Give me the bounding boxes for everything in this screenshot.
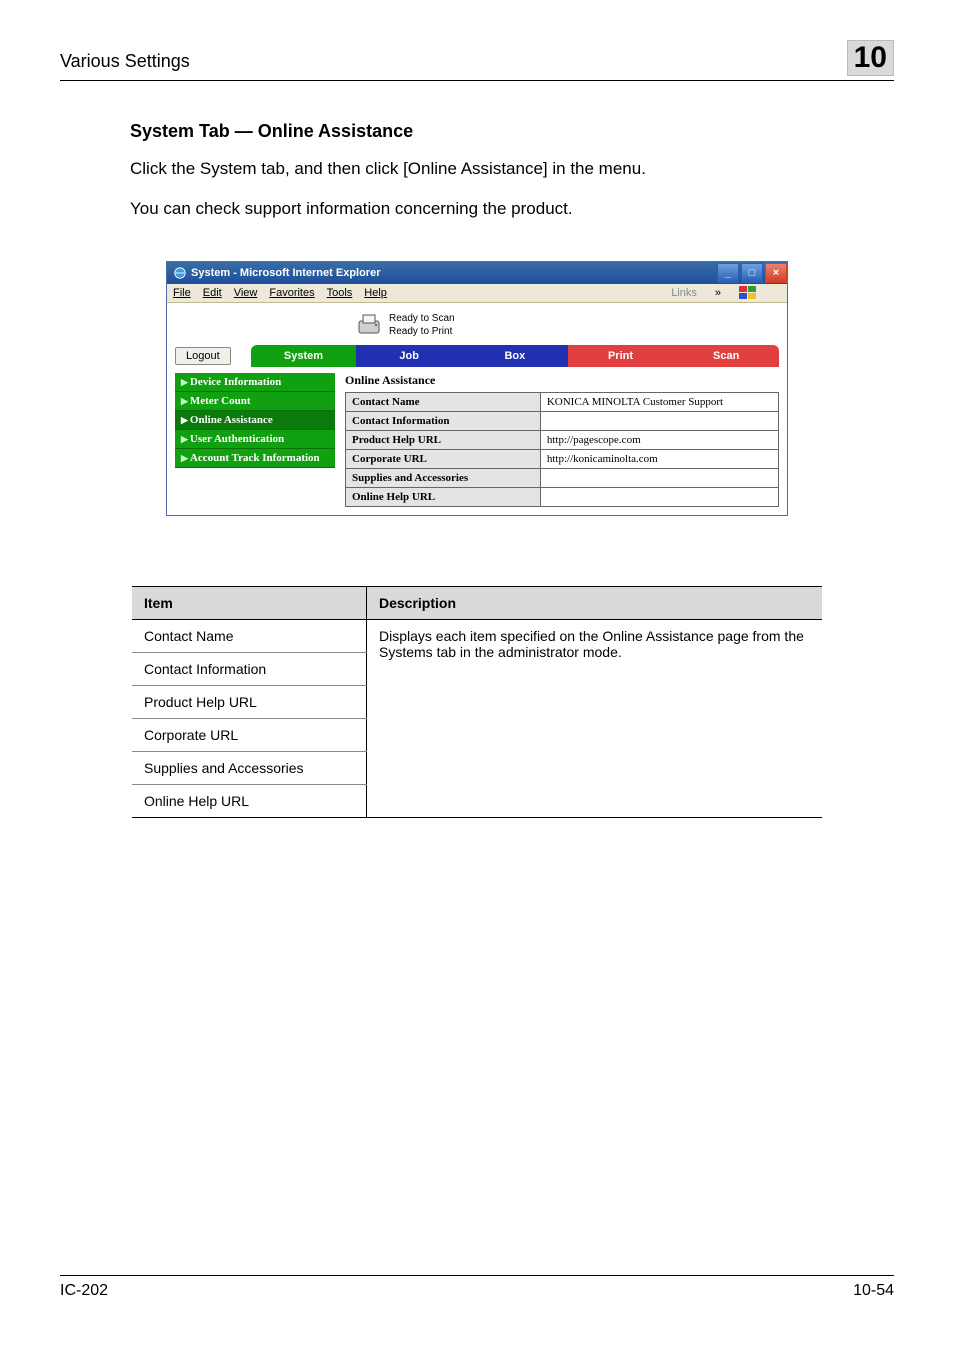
status-ready-scan: Ready to Scan [389, 312, 455, 325]
detail-label: Contact Information [346, 412, 541, 431]
minimize-button[interactable]: _ [717, 263, 739, 283]
ie-logo-icon [173, 266, 187, 280]
detail-row: Product Help URLhttp://pagescope.com [346, 431, 779, 450]
menu-edit[interactable]: Edit [203, 287, 222, 299]
tab-job[interactable]: Job [356, 345, 462, 367]
menu-tools[interactable]: Tools [327, 287, 353, 299]
desc-item: Contact Name [132, 620, 367, 653]
detail-value [540, 469, 778, 488]
windows-flag-icon[interactable] [739, 286, 757, 300]
sidebar-item-user-auth[interactable]: ▶User Authentication [175, 430, 335, 449]
detail-value: http://pagescope.com [540, 431, 778, 450]
desc-item: Corporate URL [132, 719, 367, 752]
breadcrumb: Various Settings [60, 51, 190, 72]
sidebar-item-device-info[interactable]: ▶Device Information [175, 373, 335, 392]
menu-view[interactable]: View [234, 287, 258, 299]
footer-left: IC-202 [60, 1282, 108, 1300]
desc-header-item: Item [132, 587, 367, 620]
desc-description: Displays each item specified on the Onli… [367, 620, 823, 818]
detail-row: Corporate URLhttp://konicaminolta.com [346, 450, 779, 469]
detail-value: http://konicaminolta.com [540, 450, 778, 469]
detail-row: Contact Information [346, 412, 779, 431]
page-header: Various Settings 10 [60, 40, 894, 81]
window-title: System - Microsoft Internet Explorer [191, 267, 715, 279]
detail-value [540, 412, 778, 431]
links-chevron-icon[interactable]: » [715, 287, 721, 299]
links-label: Links [671, 287, 697, 299]
detail-label: Product Help URL [346, 431, 541, 450]
detail-value [540, 488, 778, 507]
printer-icon [355, 311, 383, 339]
status-ready-print: Ready to Print [389, 325, 455, 338]
detail-row: Online Help URL [346, 488, 779, 507]
detail-table: Contact NameKONICA MINOLTA Customer Supp… [345, 392, 779, 507]
tab-scan[interactable]: Scan [673, 345, 779, 367]
menu-file[interactable]: File [173, 287, 191, 299]
detail-label: Contact Name [346, 393, 541, 412]
page-footer: IC-202 10-54 [60, 1275, 894, 1300]
desc-item: Online Help URL [132, 785, 367, 818]
description-table: Item Description Contact Name Displays e… [132, 586, 822, 818]
printer-status: Ready to Scan Ready to Print [355, 311, 779, 339]
desc-item: Product Help URL [132, 686, 367, 719]
detail-row: Contact NameKONICA MINOLTA Customer Supp… [346, 393, 779, 412]
section-title: System Tab — Online Assistance [130, 121, 894, 142]
detail-value: KONICA MINOLTA Customer Support [540, 393, 778, 412]
menu-help[interactable]: Help [364, 287, 387, 299]
section-paragraph-2: You can check support information concer… [130, 196, 894, 222]
sidebar-item-account-track[interactable]: ▶Account Track Information [175, 449, 335, 468]
sidebar-item-online-assistance[interactable]: ▶Online Assistance [175, 411, 335, 430]
desc-header-description: Description [367, 587, 823, 620]
tab-box[interactable]: Box [462, 345, 568, 367]
menu-favorites[interactable]: Favorites [269, 287, 314, 299]
side-menu: ▶Device Information ▶Meter Count ▶Online… [175, 373, 335, 507]
logout-button[interactable]: Logout [175, 347, 231, 365]
chapter-number: 10 [847, 40, 894, 76]
footer-right: 10-54 [853, 1282, 894, 1300]
titlebar: System - Microsoft Internet Explorer _ □… [167, 262, 787, 284]
detail-label: Online Help URL [346, 488, 541, 507]
maximize-button[interactable]: □ [741, 263, 763, 283]
desc-item: Supplies and Accessories [132, 752, 367, 785]
close-button[interactable]: × [765, 263, 787, 283]
ie-window: System - Microsoft Internet Explorer _ □… [166, 261, 788, 516]
detail-title: Online Assistance [345, 373, 779, 388]
detail-label: Corporate URL [346, 450, 541, 469]
tab-print[interactable]: Print [568, 345, 674, 367]
section-paragraph-1: Click the System tab, and then click [On… [130, 156, 894, 182]
detail-label: Supplies and Accessories [346, 469, 541, 488]
sidebar-item-meter-count[interactable]: ▶Meter Count [175, 392, 335, 411]
menubar: File Edit View Favorites Tools Help Link… [167, 284, 787, 303]
tab-system[interactable]: System [251, 345, 357, 367]
desc-item: Contact Information [132, 653, 367, 686]
detail-row: Supplies and Accessories [346, 469, 779, 488]
